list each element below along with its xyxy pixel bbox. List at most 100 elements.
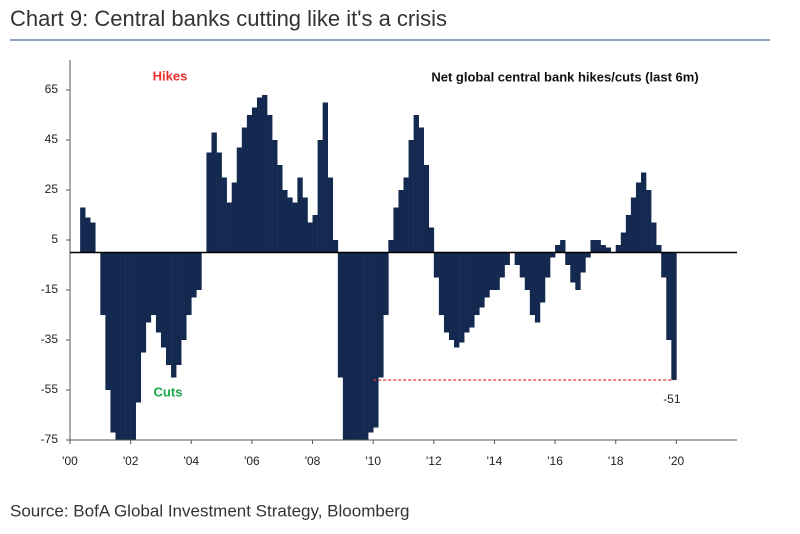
bar xyxy=(666,252,672,340)
bar xyxy=(256,97,263,253)
bar xyxy=(282,190,288,253)
bar xyxy=(322,102,329,253)
bar xyxy=(85,217,91,253)
bar xyxy=(438,252,445,315)
bar xyxy=(580,252,586,273)
bar xyxy=(383,252,389,315)
bar xyxy=(145,252,152,323)
bar xyxy=(529,252,536,315)
bar xyxy=(590,240,596,253)
bar xyxy=(565,252,571,265)
bar xyxy=(332,240,339,253)
bar xyxy=(327,177,334,253)
bar xyxy=(600,245,606,253)
bar xyxy=(342,252,349,440)
bar xyxy=(620,232,627,253)
bar xyxy=(459,252,465,343)
bar xyxy=(641,172,647,253)
bar xyxy=(428,227,435,253)
reference-label: -51 xyxy=(663,392,681,406)
bar xyxy=(211,132,217,253)
y-tick-label: -75 xyxy=(41,432,59,446)
bar xyxy=(135,252,142,403)
bar xyxy=(413,115,419,253)
bar xyxy=(312,215,318,253)
bar xyxy=(403,177,409,253)
bar xyxy=(130,252,136,440)
subtitle: Net global central bank hikes/cuts (last… xyxy=(431,69,698,84)
bar xyxy=(373,252,379,428)
y-tick-label: -15 xyxy=(41,282,59,296)
bar xyxy=(560,240,566,253)
bar xyxy=(635,182,642,253)
bar xyxy=(363,252,369,440)
bar xyxy=(514,252,521,265)
cuts-label: Cuts xyxy=(154,384,183,399)
bar xyxy=(246,115,253,253)
bar xyxy=(160,252,167,348)
bar xyxy=(423,165,430,253)
bar xyxy=(272,140,278,253)
x-tick-label: '14 xyxy=(487,454,503,468)
bar xyxy=(241,127,248,253)
bar xyxy=(585,252,591,258)
bar xyxy=(166,252,172,365)
bar xyxy=(605,247,611,253)
bar xyxy=(80,207,86,253)
bar xyxy=(550,252,556,258)
bar xyxy=(206,152,212,253)
y-tick-label: -55 xyxy=(41,382,59,396)
bar xyxy=(368,252,374,433)
bar xyxy=(539,252,546,303)
bar xyxy=(155,252,162,333)
bar xyxy=(443,252,450,333)
bar xyxy=(418,127,424,253)
bar xyxy=(570,252,576,283)
y-tick-label: 5 xyxy=(51,232,58,246)
source: Source: BofA Global Investment Strategy,… xyxy=(10,501,409,520)
bar xyxy=(595,240,601,253)
bar xyxy=(479,252,485,308)
bar xyxy=(671,252,677,380)
bar xyxy=(469,252,475,328)
x-tick-label: '08 xyxy=(305,454,321,468)
bar xyxy=(555,245,561,253)
bar xyxy=(150,252,157,315)
bar xyxy=(231,182,238,253)
y-tick-label: 25 xyxy=(45,182,59,196)
bar xyxy=(494,252,500,290)
bar xyxy=(534,252,541,323)
bar xyxy=(287,197,293,253)
bar xyxy=(277,165,283,253)
bar xyxy=(115,252,121,440)
bar xyxy=(646,190,652,253)
bar xyxy=(388,240,394,253)
bar xyxy=(186,252,192,315)
y-tick-label: 65 xyxy=(45,82,59,96)
bar xyxy=(448,252,455,340)
bar xyxy=(433,252,440,278)
bar xyxy=(262,95,268,253)
bar xyxy=(656,245,662,253)
bar xyxy=(317,140,323,253)
x-tick-label: '20 xyxy=(669,454,685,468)
bar xyxy=(176,252,182,365)
bar xyxy=(575,252,581,290)
bar xyxy=(100,252,106,315)
bar xyxy=(120,252,126,440)
x-tick-label: '06 xyxy=(244,454,260,468)
y-tick-label: 45 xyxy=(45,132,59,146)
bar xyxy=(191,252,197,298)
x-tick-label: '12 xyxy=(426,454,442,468)
bar xyxy=(337,252,344,378)
y-tick-label: -35 xyxy=(41,332,59,346)
bar xyxy=(236,147,243,253)
bar xyxy=(251,107,258,253)
bar xyxy=(358,252,364,440)
bar xyxy=(519,252,526,278)
bar xyxy=(474,252,480,315)
bar xyxy=(297,177,303,253)
bar xyxy=(464,252,470,333)
